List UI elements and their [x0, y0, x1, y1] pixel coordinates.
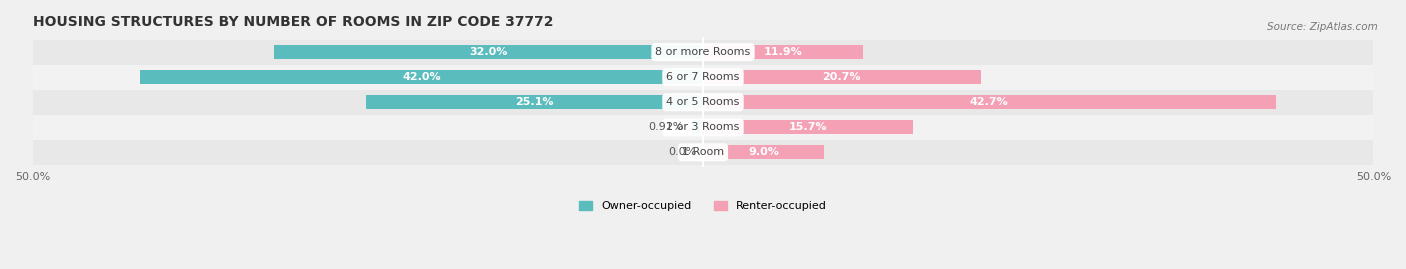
Text: 32.0%: 32.0% [470, 47, 508, 57]
Text: 42.0%: 42.0% [402, 72, 440, 82]
Text: 42.7%: 42.7% [970, 97, 1008, 107]
Text: 11.9%: 11.9% [763, 47, 803, 57]
Legend: Owner-occupied, Renter-occupied: Owner-occupied, Renter-occupied [579, 201, 827, 211]
Bar [139, 70, 703, 84]
Text: 2 or 3 Rooms: 2 or 3 Rooms [666, 122, 740, 132]
Text: 4 or 5 Rooms: 4 or 5 Rooms [666, 97, 740, 107]
Text: 0.0%: 0.0% [668, 147, 696, 157]
Bar [703, 121, 914, 134]
Text: 1 Room: 1 Room [682, 147, 724, 157]
Text: HOUSING STRUCTURES BY NUMBER OF ROOMS IN ZIP CODE 37772: HOUSING STRUCTURES BY NUMBER OF ROOMS IN… [32, 15, 553, 29]
Bar [703, 146, 824, 159]
Bar [32, 115, 1374, 140]
Bar [703, 45, 862, 59]
Text: 25.1%: 25.1% [516, 97, 554, 107]
Text: 9.0%: 9.0% [748, 147, 779, 157]
Bar [690, 121, 703, 134]
Text: Source: ZipAtlas.com: Source: ZipAtlas.com [1267, 22, 1378, 31]
Bar [32, 65, 1374, 90]
Bar [274, 45, 703, 59]
Text: 0.91%: 0.91% [648, 122, 685, 132]
Bar [32, 40, 1374, 65]
Text: 8 or more Rooms: 8 or more Rooms [655, 47, 751, 57]
Bar [703, 95, 1275, 109]
Bar [703, 70, 980, 84]
Text: 15.7%: 15.7% [789, 122, 828, 132]
Text: 20.7%: 20.7% [823, 72, 860, 82]
Bar [32, 140, 1374, 165]
Text: 6 or 7 Rooms: 6 or 7 Rooms [666, 72, 740, 82]
Bar [367, 95, 703, 109]
Bar [32, 90, 1374, 115]
